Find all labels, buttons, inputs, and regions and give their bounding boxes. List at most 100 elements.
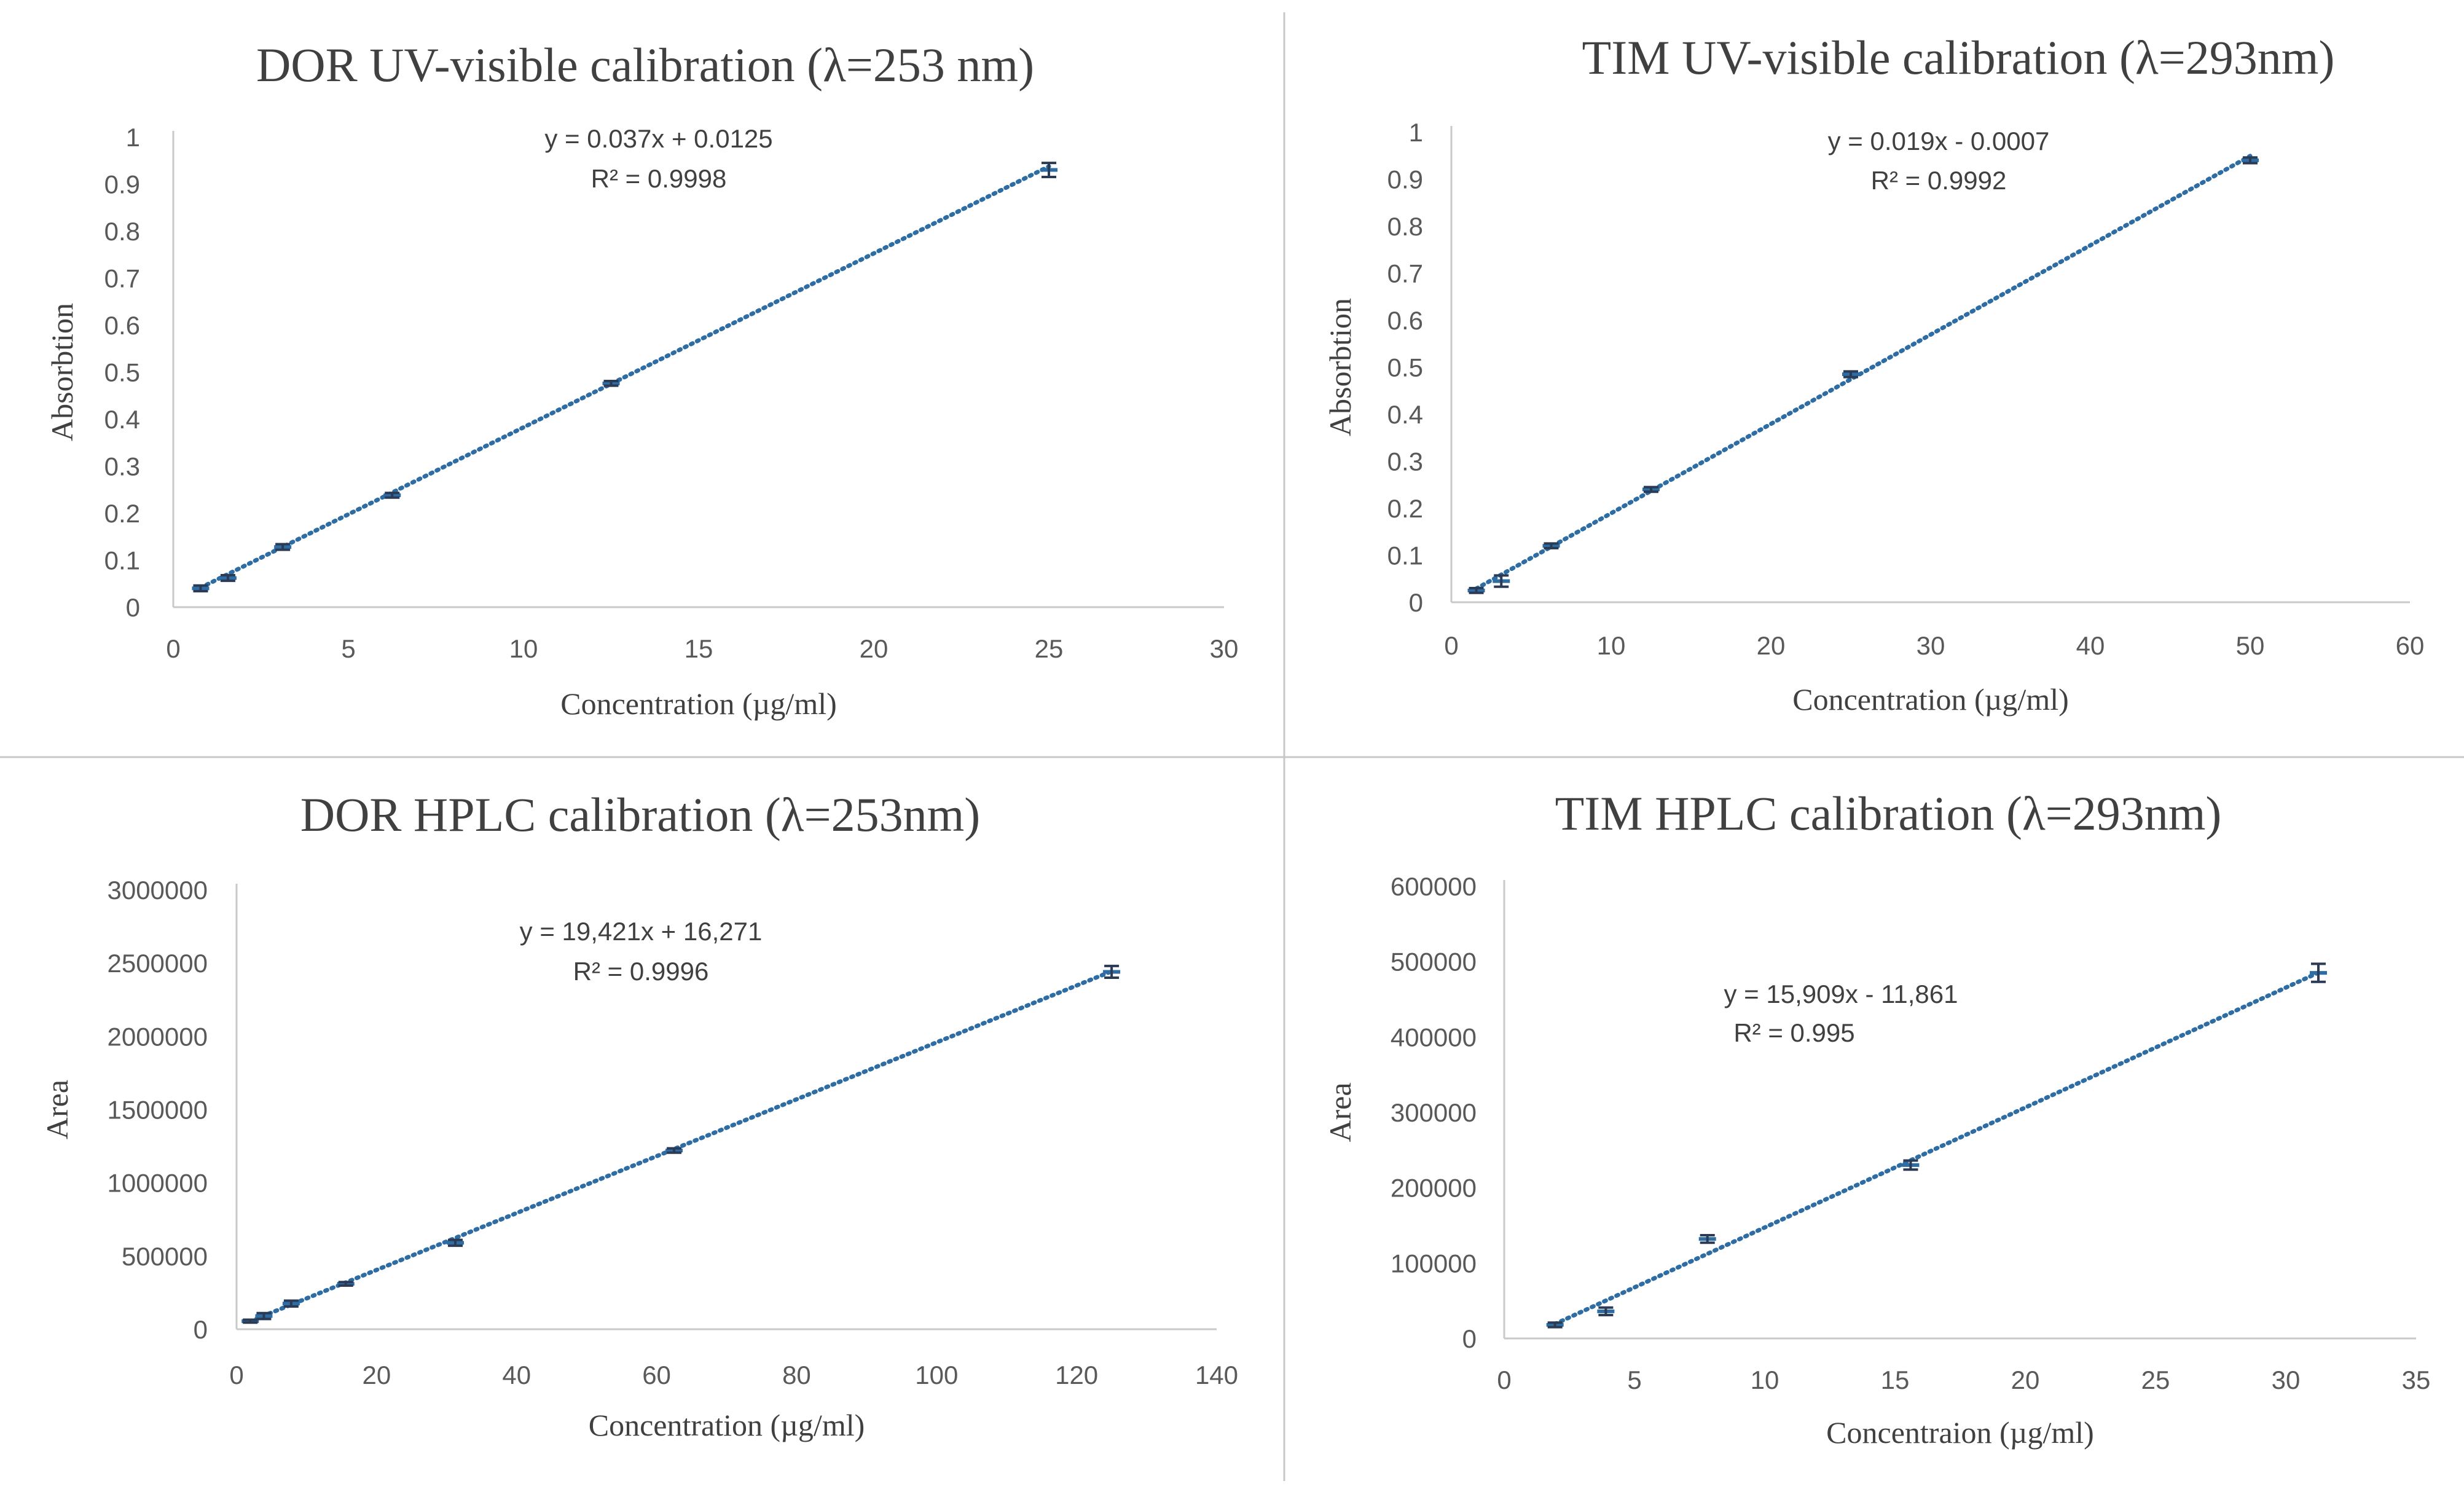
x-tick-label: 20 <box>362 1361 391 1389</box>
y-tick-label: 0.6 <box>104 311 140 340</box>
y-tick-label: 1 <box>126 123 140 152</box>
data-point <box>1842 370 1859 379</box>
y-tick-label: 3000000 <box>107 876 208 905</box>
chart-title: DOR UV-visible calibration (λ=253 nm) <box>256 38 1034 92</box>
y-axis-title: Area <box>40 1080 74 1139</box>
chart-title: TIM UV-visible calibration (λ=293nm) <box>1582 31 2335 84</box>
trendline-equation: y = 15,909x - 11,861 <box>1724 980 1958 1008</box>
x-tick-label: 15 <box>685 634 713 663</box>
y-tick-label: 300000 <box>1391 1098 1477 1127</box>
y-tick-label: 0.5 <box>1387 353 1423 382</box>
y-tick-label: 0.9 <box>1387 165 1423 194</box>
trendline-equation: y = 19,421x + 16,271 <box>520 917 763 946</box>
r-squared-label: R² = 0.9996 <box>573 957 709 986</box>
y-tick-label: 0.5 <box>104 358 140 387</box>
y-tick-label: 600000 <box>1391 872 1477 901</box>
x-axis-title: Concentration (µg/ml) <box>1792 682 2069 717</box>
data-point <box>1467 587 1485 594</box>
x-tick-label: 40 <box>2076 631 2105 660</box>
data-point <box>1698 1233 1716 1244</box>
data-point <box>255 1311 273 1321</box>
y-tick-label: 200000 <box>1391 1174 1477 1203</box>
y-axis-title: Area <box>1323 1082 1357 1142</box>
y-tick-label: 2500000 <box>107 949 208 978</box>
data-point <box>2242 156 2259 165</box>
x-tick-label: 100 <box>915 1361 958 1389</box>
x-tick-label: 10 <box>509 634 538 663</box>
y-tick-label: 0.4 <box>104 405 140 434</box>
x-tick-label: 15 <box>1881 1365 1910 1394</box>
x-axis-title: Concentraion (µg/ml) <box>1826 1415 2094 1450</box>
r-squared-label: R² = 0.9992 <box>1871 166 2007 195</box>
trendline <box>1553 970 2321 1326</box>
y-tick-label: 1500000 <box>107 1096 208 1125</box>
trendline <box>248 969 1114 1324</box>
y-axis-title: Absorbtion <box>1323 298 1357 436</box>
x-tick-label: 0 <box>1444 631 1458 660</box>
r-squared-label: R² = 0.995 <box>1733 1018 1854 1047</box>
data-point <box>1546 1321 1564 1329</box>
r-squared-label: R² = 0.9998 <box>591 164 727 193</box>
x-tick-label: 60 <box>642 1361 671 1389</box>
data-point <box>192 584 210 592</box>
y-tick-label: 500000 <box>122 1242 208 1271</box>
chart-title: DOR HPLC calibration (λ=253nm) <box>300 788 981 841</box>
trendline-equation: y = 0.037x + 0.0125 <box>544 124 772 153</box>
y-tick-label: 0.8 <box>104 217 140 246</box>
x-tick-label: 80 <box>782 1361 811 1389</box>
data-point <box>1642 485 1660 493</box>
data-point <box>1542 542 1560 550</box>
y-tick-label: 500000 <box>1391 948 1477 976</box>
y-tick-label: 0.7 <box>104 264 140 293</box>
y-tick-label: 0 <box>126 593 140 622</box>
x-tick-label: 0 <box>1497 1365 1511 1394</box>
x-tick-label: 35 <box>2402 1365 2431 1394</box>
data-point <box>282 1299 300 1308</box>
y-tick-label: 2000000 <box>107 1022 208 1051</box>
data-point <box>1103 964 1121 979</box>
x-tick-label: 20 <box>1757 631 1786 660</box>
y-tick-label: 400000 <box>1391 1023 1477 1051</box>
x-tick-label: 30 <box>1210 634 1239 663</box>
data-point <box>274 543 292 551</box>
x-axis-title: Concentration (µg/ml) <box>589 1408 865 1442</box>
chart-panel-3: DOR HPLC calibration (λ=253nm) Concentrat… <box>40 788 1238 1442</box>
trendline <box>198 164 1051 590</box>
x-tick-label: 120 <box>1055 1361 1098 1389</box>
x-tick-label: 10 <box>1597 631 1626 660</box>
data-point <box>1597 1306 1615 1316</box>
y-tick-label: 1 <box>1409 118 1423 147</box>
trendline <box>1474 154 2253 591</box>
chart-title: TIM HPLC calibration (λ=293nm) <box>1555 787 2222 840</box>
x-tick-label: 10 <box>1751 1365 1779 1394</box>
y-tick-label: 100000 <box>1391 1249 1477 1278</box>
x-tick-label: 25 <box>1035 634 1064 663</box>
y-tick-label: 0.7 <box>1387 259 1423 288</box>
x-tick-label: 50 <box>2236 631 2265 660</box>
y-tick-label: 0 <box>1409 588 1423 617</box>
y-tick-label: 0 <box>194 1315 208 1344</box>
data-point <box>241 1318 259 1324</box>
data-point <box>665 1147 683 1154</box>
y-tick-label: 0.3 <box>104 452 140 481</box>
chart-panel-1: DOR UV-visible calibration (λ=253 nm) Con… <box>45 38 1238 721</box>
data-point <box>1040 162 1057 179</box>
data-point <box>219 573 237 583</box>
y-tick-label: 0.3 <box>1387 447 1423 476</box>
data-point <box>1493 574 1510 588</box>
x-tick-label: 60 <box>2396 631 2425 660</box>
x-tick-label: 0 <box>166 634 180 663</box>
y-axis-title: Absorbtion <box>45 303 79 441</box>
data-point <box>2310 962 2327 983</box>
x-tick-label: 30 <box>2272 1365 2301 1394</box>
y-tick-label: 1000000 <box>107 1169 208 1198</box>
x-tick-label: 20 <box>860 634 889 663</box>
x-axis-title: Concentration (µg/ml) <box>560 686 837 721</box>
x-tick-label: 40 <box>502 1361 531 1389</box>
y-tick-label: 0.2 <box>1387 494 1423 523</box>
chart-panel-2: TIM UV-visible calibration (λ=293nm) Conc… <box>1323 31 2424 717</box>
x-tick-label: 30 <box>1917 631 1945 660</box>
x-tick-label: 0 <box>229 1361 243 1389</box>
chart-panels: DOR UV-visible calibration (λ=253 nm) Con… <box>40 31 2430 1450</box>
